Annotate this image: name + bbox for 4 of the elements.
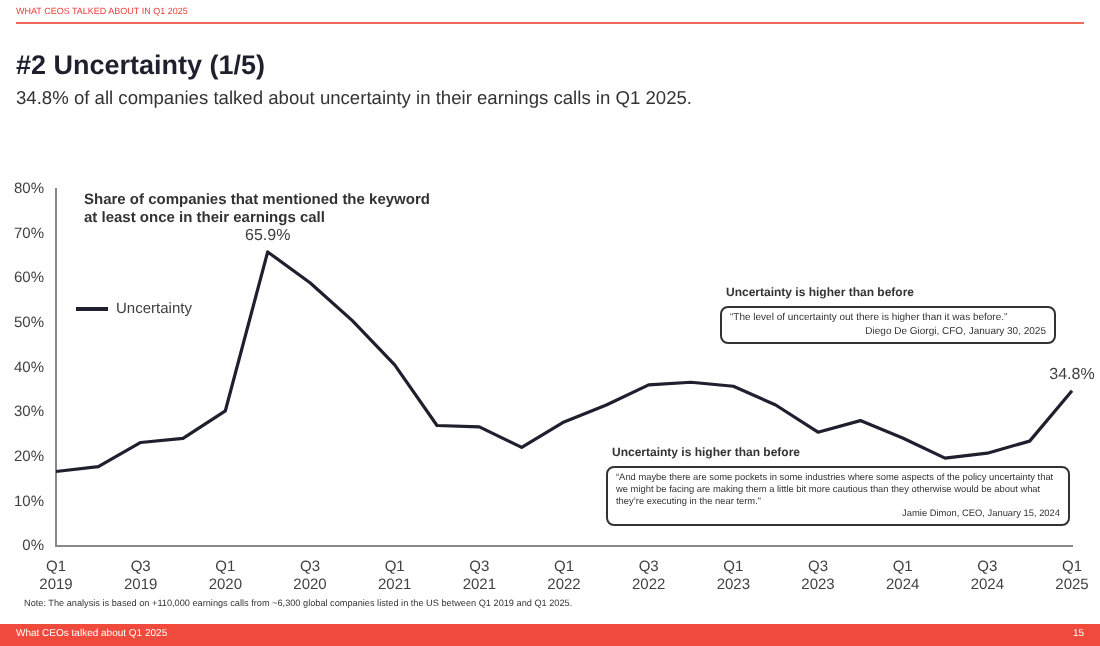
data-label: 34.8%: [1049, 365, 1095, 384]
chart-title: #2 Uncertainty (1/5): [16, 50, 266, 80]
data-label: 65.9%: [245, 226, 291, 245]
chart-subtitle: 34.8% of all companies talked about uncertainty in their earnings calls in Q1 2025.: [16, 88, 692, 108]
